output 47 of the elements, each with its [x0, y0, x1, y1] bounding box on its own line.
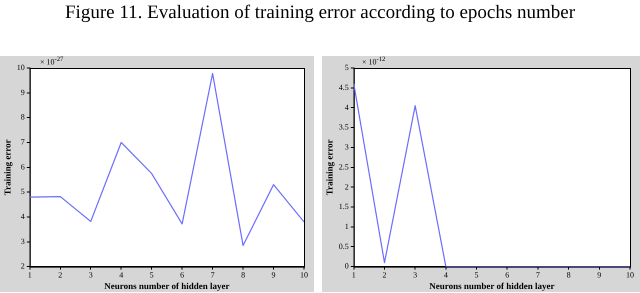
y-tick-label: 5 [20, 187, 25, 196]
y-tick-label: 3.5 [338, 122, 349, 132]
y-tick-label: 10 [16, 63, 25, 72]
y-tick-label: 4 [344, 102, 349, 112]
x-tick-label: 3 [413, 270, 418, 280]
y-tick-label: 5 [344, 63, 349, 72]
text: × 10$^{-12}$ [362, 56, 386, 67]
y-axis-title: Training error [324, 139, 335, 196]
x-axis-title: Neurons number of hidden layer [104, 280, 230, 291]
x-tick-label: 6 [505, 270, 510, 280]
x-tick-label: 1 [352, 270, 356, 280]
y-tick-label: 7 [20, 138, 25, 147]
y-tick-label: 6 [20, 162, 25, 172]
x-tick-label: 5 [474, 270, 479, 280]
y-tick-label: 2.5 [338, 162, 349, 172]
x-tick-label: 9 [597, 270, 602, 280]
y-tick-label: 1.5 [338, 202, 349, 212]
text: × 10$^{-27}$ [40, 56, 64, 67]
x-tick-label: 9 [272, 270, 276, 280]
y-tick-label: 4.5 [338, 82, 349, 92]
x-tick-label: 2 [58, 270, 62, 280]
x-tick-label: 5 [150, 270, 154, 280]
x-axis-title: Neurons number of hidden layer [429, 280, 554, 291]
x-tick-label: 8 [566, 270, 571, 280]
x-tick-label: 10 [626, 270, 634, 280]
x-tick-label: 3 [88, 270, 93, 280]
x-tick-label: 8 [241, 270, 246, 280]
chart-title: Figure 11. Evaluation of training error according to epochs number [64, 2, 576, 24]
y-tick-label: 8 [20, 112, 25, 122]
y-tick-label: 1 [344, 222, 349, 231]
x-tick-label: 2 [382, 270, 386, 280]
x-tick-label: 1 [28, 270, 32, 280]
x-tick-label: 10 [300, 270, 308, 280]
x-tick-label: 7 [210, 270, 215, 280]
y-tick-label: 2 [20, 262, 25, 271]
x-tick-label: 6 [180, 270, 184, 280]
y-tick-label: 0 [344, 262, 349, 271]
y-axis-title: Training error [2, 139, 13, 196]
y-tick-label: 2 [344, 182, 349, 192]
y-tick-label: 3 [344, 142, 349, 152]
x-tick-label: 4 [444, 270, 448, 280]
y-tick-label: 9 [20, 88, 25, 97]
x-tick-label: 7 [536, 270, 540, 280]
x-tick-label: 4 [119, 270, 124, 280]
y-tick-label: 3 [20, 236, 25, 246]
y-tick-label: 4 [20, 212, 25, 222]
y-tick-label: 0.5 [338, 242, 349, 251]
